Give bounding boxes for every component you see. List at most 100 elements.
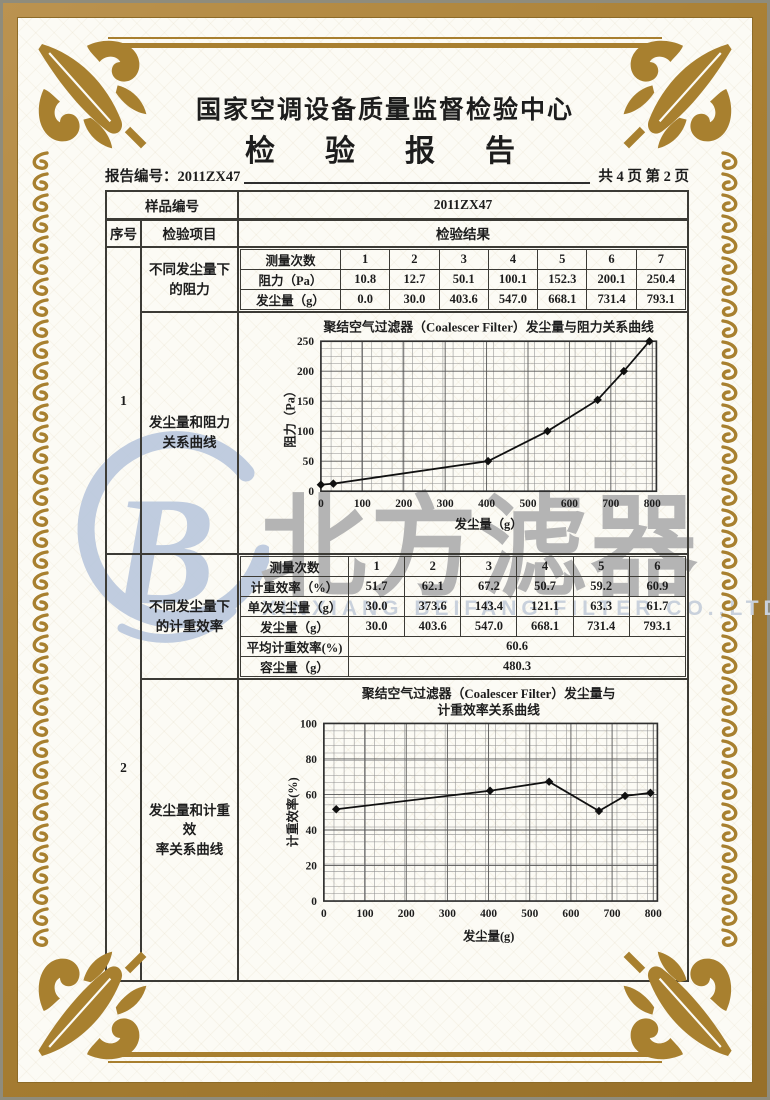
svg-text:600: 600 — [562, 908, 579, 920]
row1-item-label: 不同发尘量下 的阻力 — [140, 246, 239, 313]
row2-data: 2 不同发尘量下 的计重效率 测量次数 1 2 3 4 5 — [105, 553, 689, 982]
cell: 30.0 — [347, 596, 406, 617]
svg-text:400: 400 — [478, 498, 495, 510]
cell: 67.2 — [460, 576, 518, 597]
sample-number-label: 样品编号 — [105, 190, 239, 221]
page-count: 共 4 页 第 2 页 — [598, 169, 689, 185]
row1-data: 1 不同发尘量下 的阻力 测量次数 1 2 3 4 5 — [105, 246, 689, 555]
cell: 62.1 — [404, 576, 462, 597]
cell: 0.0 — [339, 289, 391, 310]
cell: 30.0 — [389, 289, 440, 310]
result-header: 检验结果 — [237, 218, 689, 248]
cell: 61.7 — [628, 596, 687, 617]
svg-text:计重效率(%): 计重效率(%) — [285, 777, 300, 847]
svg-text:聚结空气过滤器（Coalescer Filter）发尘量与: 聚结空气过滤器（Coalescer Filter）发尘量与 — [361, 686, 615, 701]
svg-text:计重效率关系曲线: 计重效率关系曲线 — [437, 703, 540, 718]
cell: 50.7 — [516, 576, 574, 597]
column-header-row: 序号 检验项目 检验结果 — [105, 218, 689, 248]
svg-text:100: 100 — [354, 498, 371, 510]
meta-underline — [244, 181, 591, 184]
cell: 731.4 — [586, 289, 637, 310]
avg-efficiency-value: 60.6 — [348, 636, 686, 657]
svg-text:250: 250 — [297, 336, 314, 348]
svg-text:400: 400 — [480, 908, 497, 920]
svg-text:50: 50 — [303, 456, 315, 468]
cell: 121.1 — [516, 596, 574, 617]
measure-count-label: 测量次数 — [240, 249, 341, 270]
cell: 2 — [389, 249, 440, 270]
cell: 152.3 — [537, 269, 588, 290]
row2-seq: 2 — [105, 553, 142, 982]
cell: 373.6 — [404, 596, 462, 617]
svg-text:0: 0 — [308, 486, 314, 498]
efficiency-label: 计重效率（%） — [240, 576, 349, 597]
cell: 60.9 — [628, 576, 687, 597]
svg-text:0: 0 — [321, 908, 327, 920]
cell: 3 — [438, 249, 489, 270]
cell: 547.0 — [460, 616, 518, 637]
svg-text:0: 0 — [318, 498, 324, 510]
report-title: 检 验 报 告 — [245, 135, 525, 168]
cell: 6 — [586, 249, 637, 270]
sample-number-value: 2011ZX47 — [237, 190, 689, 221]
table-row: 平均计重效率(%) 60.6 — [240, 636, 686, 657]
cell: 6 — [628, 556, 687, 577]
seq-header: 序号 — [105, 218, 142, 248]
row1-chart: 发尘量和阻力 关系曲线 0 100 200 300 400 500 600 700 800 0 50… — [106, 311, 689, 555]
cell: 403.6 — [404, 616, 462, 637]
resistance-label: 阻力（Pa） — [240, 269, 341, 290]
table-row: 测量次数 1 2 3 4 5 6 — [240, 556, 687, 577]
single-dust-label: 单次发尘量（g） — [240, 596, 349, 617]
svg-text:500: 500 — [521, 908, 538, 920]
cell: 5 — [537, 249, 588, 270]
resistance-measurement-table: 测量次数 1 2 3 4 5 6 7 阻力（Pa） — [240, 249, 687, 310]
cell: 100.1 — [487, 269, 539, 290]
dust-amount-label: 发尘量（g） — [240, 616, 349, 637]
cell: 1 — [347, 556, 406, 577]
svg-text:150: 150 — [297, 396, 314, 408]
svg-text:700: 700 — [602, 498, 619, 510]
table-row: 发尘量（g） 30.0 403.6 547.0 668.1 731.4 793.… — [240, 616, 687, 637]
sample-number-row: 样品编号 2011ZX47 — [105, 190, 689, 221]
table-row: 单次发尘量（g） 30.0 373.6 143.4 121.1 63.3 61.… — [240, 596, 687, 617]
cell: 403.6 — [438, 289, 489, 310]
cell: 731.4 — [572, 616, 630, 637]
row2-chart-label: 发尘量和计重效 率关系曲线 — [140, 678, 239, 982]
svg-text:发尘量（g）: 发尘量（g） — [454, 517, 523, 532]
cell: 59.2 — [572, 576, 630, 597]
cell: 12.7 — [389, 269, 440, 290]
table-row: 发尘量（g） 0.0 30.0 403.6 547.0 668.1 731.4 … — [240, 289, 687, 310]
cell: 4 — [516, 556, 574, 577]
table-row: 阻力（Pa） 10.8 12.7 50.1 100.1 152.3 200.1 … — [240, 269, 687, 290]
svg-text:200: 200 — [398, 908, 415, 920]
resistance-curve-chart: 0 100 200 300 400 500 600 700 800 0 50 100 150 200 250… — [282, 319, 661, 532]
svg-text:500: 500 — [520, 498, 537, 510]
cell: 250.4 — [635, 269, 687, 290]
svg-text:80: 80 — [306, 754, 318, 766]
row2-item-label: 不同发尘量下 的计重效率 — [140, 553, 239, 680]
dust-amount-label: 发尘量（g） — [240, 289, 341, 310]
row1-chart-label: 发尘量和阻力 关系曲线 — [140, 311, 239, 555]
svg-text:100: 100 — [357, 908, 374, 920]
svg-text:聚结空气过滤器（Coalescer Filter）发尘量与阻: 聚结空气过滤器（Coalescer Filter）发尘量与阻力关系曲线 — [322, 319, 654, 334]
cell: 2 — [404, 556, 462, 577]
svg-text:800: 800 — [644, 498, 661, 510]
table-row: 计重效率（%） 51.7 62.1 67.2 50.7 59.2 60.9 — [240, 576, 687, 597]
dust-capacity-value: 480.3 — [348, 656, 686, 677]
svg-text:40: 40 — [306, 825, 318, 837]
svg-text:800: 800 — [645, 908, 662, 920]
report-number: 报告编号：2011ZX47 — [105, 169, 241, 185]
cell: 200.1 — [586, 269, 637, 290]
measure-count-label: 测量次数 — [240, 556, 349, 577]
svg-text:300: 300 — [437, 498, 454, 510]
svg-text:200: 200 — [395, 498, 412, 510]
svg-text:阻力（Pa）: 阻力（Pa） — [282, 385, 297, 448]
dust-capacity-label: 容尘量（g） — [240, 656, 349, 677]
cell: 793.1 — [635, 289, 687, 310]
report-meta-row: 报告编号：2011ZX47 共 4 页 第 2 页 — [105, 165, 689, 186]
cell: 51.7 — [347, 576, 406, 597]
svg-text:20: 20 — [306, 860, 318, 872]
svg-text:0: 0 — [311, 896, 317, 908]
